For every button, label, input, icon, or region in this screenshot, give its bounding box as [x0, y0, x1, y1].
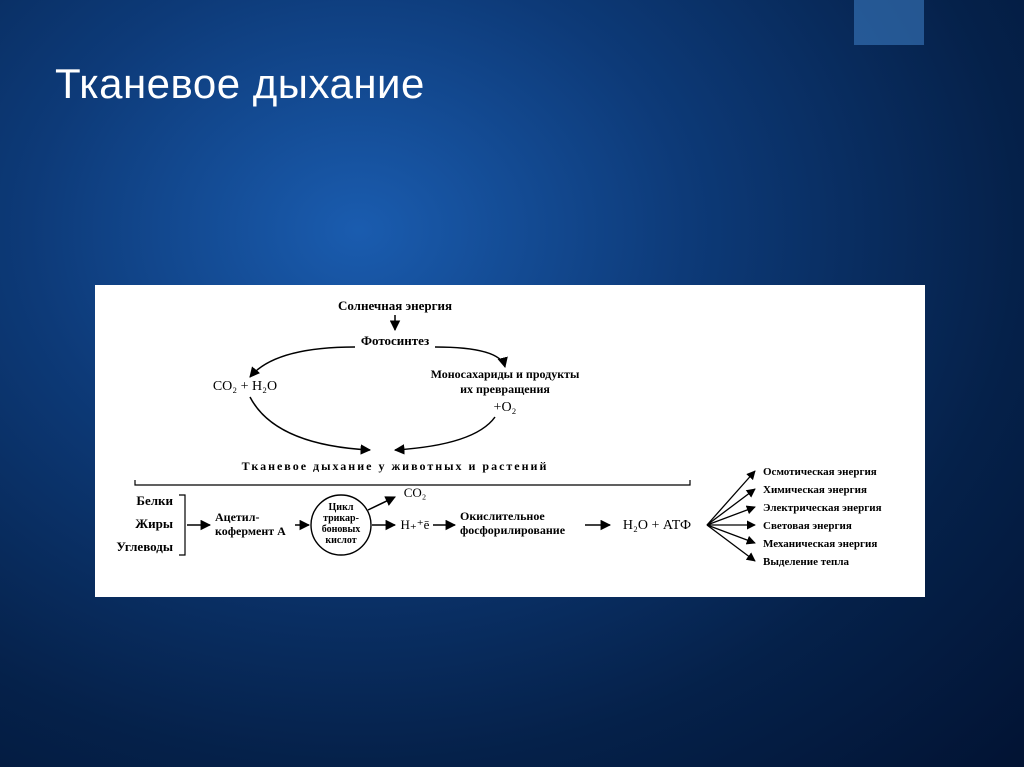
- label-energy-1: Химическая энергия: [763, 484, 867, 496]
- label-tissue-resp: Тканевое дыхание у животных и растений: [242, 459, 549, 473]
- label-energy-5: Выделение тепла: [763, 556, 850, 568]
- arc-photo-to-co2: [250, 347, 355, 377]
- label-monosacc2: их превращения: [460, 382, 550, 396]
- label-photosynthesis: Фотосинтез: [361, 333, 429, 348]
- energy-fan: [707, 471, 755, 561]
- label-acetyl1: Ацетил-: [215, 510, 259, 524]
- diagram-card: Солнечная энергия Фотосинтез CO₂ + H₂O М…: [95, 285, 925, 597]
- label-cycle1: Цикл: [329, 502, 354, 513]
- label-h2o-atp: H₂O + АТФ: [623, 518, 691, 533]
- label-co2-out: CO₂: [404, 485, 427, 500]
- bracket-substrates: [179, 495, 185, 555]
- label-cycle2: трикар-: [323, 513, 359, 524]
- label-cycle4: кислот: [325, 535, 356, 546]
- label-sub-0: Белки: [136, 493, 173, 508]
- label-monosacc1: Моносахариды и продукты: [431, 367, 580, 381]
- label-co2h2o: CO₂ + H₂O: [213, 379, 277, 394]
- label-energy-2: Электрическая энергия: [763, 502, 882, 514]
- corner-accent: [854, 0, 924, 45]
- label-solar: Солнечная энергия: [338, 298, 452, 313]
- label-oxphos2: фосфорилирование: [460, 523, 566, 537]
- label-energy-0: Осмотическая энергия: [763, 466, 877, 478]
- arc-mono-down: [395, 417, 495, 450]
- label-energy-4: Механическая энергия: [763, 538, 877, 550]
- arrow-cycle-co2: [368, 497, 395, 510]
- label-oxphos1: Окислительное: [460, 509, 545, 523]
- label-he: Н₊⁺ē: [401, 517, 430, 532]
- label-plus-o2: +O₂: [494, 400, 517, 415]
- slide-title: Тканевое дыхание: [55, 60, 425, 108]
- diagram-svg: Солнечная энергия Фотосинтез CO₂ + H₂O М…: [95, 285, 925, 597]
- arc-co2-down: [250, 397, 370, 450]
- label-acetyl2: кофермент А: [215, 524, 286, 538]
- arc-photo-to-mono: [435, 347, 505, 367]
- label-energy-3: Световая энергия: [763, 520, 852, 532]
- label-sub-2: Углеводы: [116, 539, 173, 554]
- label-sub-1: Жиры: [135, 516, 173, 531]
- label-cycle3: боновых: [322, 524, 361, 535]
